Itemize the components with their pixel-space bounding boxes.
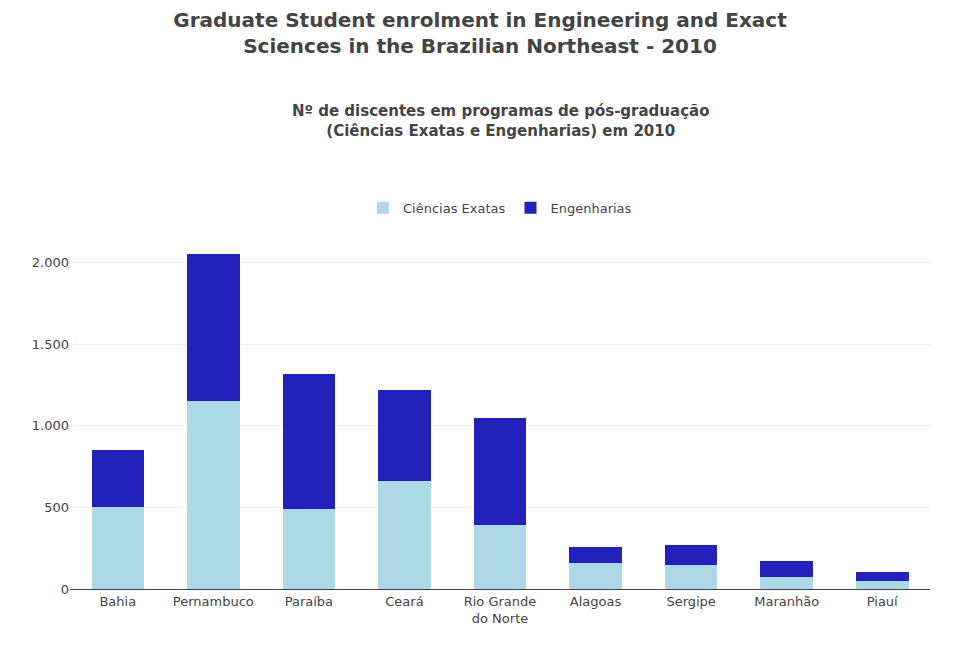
svg-text:Engenharias: Engenharias	[550, 201, 631, 216]
svg-text:2.000: 2.000	[32, 255, 69, 270]
svg-text:Sergipe: Sergipe	[666, 594, 715, 609]
svg-text:Graduate Student enrolment in: Graduate Student enrolment in Engineerin…	[173, 8, 787, 58]
svg-text:Maranhão: Maranhão	[754, 594, 819, 609]
svg-text:Ceará: Ceará	[385, 594, 423, 609]
svg-text:Rio Grandedo Norte: Rio Grandedo Norte	[464, 594, 537, 626]
svg-text:0: 0	[61, 582, 69, 597]
svg-text:Nº de discentes em programas d: Nº de discentes em programas de pós-grad…	[292, 102, 709, 140]
svg-text:500: 500	[44, 500, 69, 515]
svg-text:Pernambuco: Pernambuco	[173, 594, 254, 609]
svg-text:Alagoas: Alagoas	[570, 594, 622, 609]
svg-text:Piauí: Piauí	[867, 594, 898, 609]
svg-text:Bahia: Bahia	[99, 594, 136, 609]
svg-text:Ciências Exatas: Ciências Exatas	[403, 201, 505, 216]
svg-text:1.000: 1.000	[32, 418, 69, 433]
svg-text:Paraíba: Paraíba	[285, 594, 333, 609]
svg-text:1.500: 1.500	[32, 337, 69, 352]
